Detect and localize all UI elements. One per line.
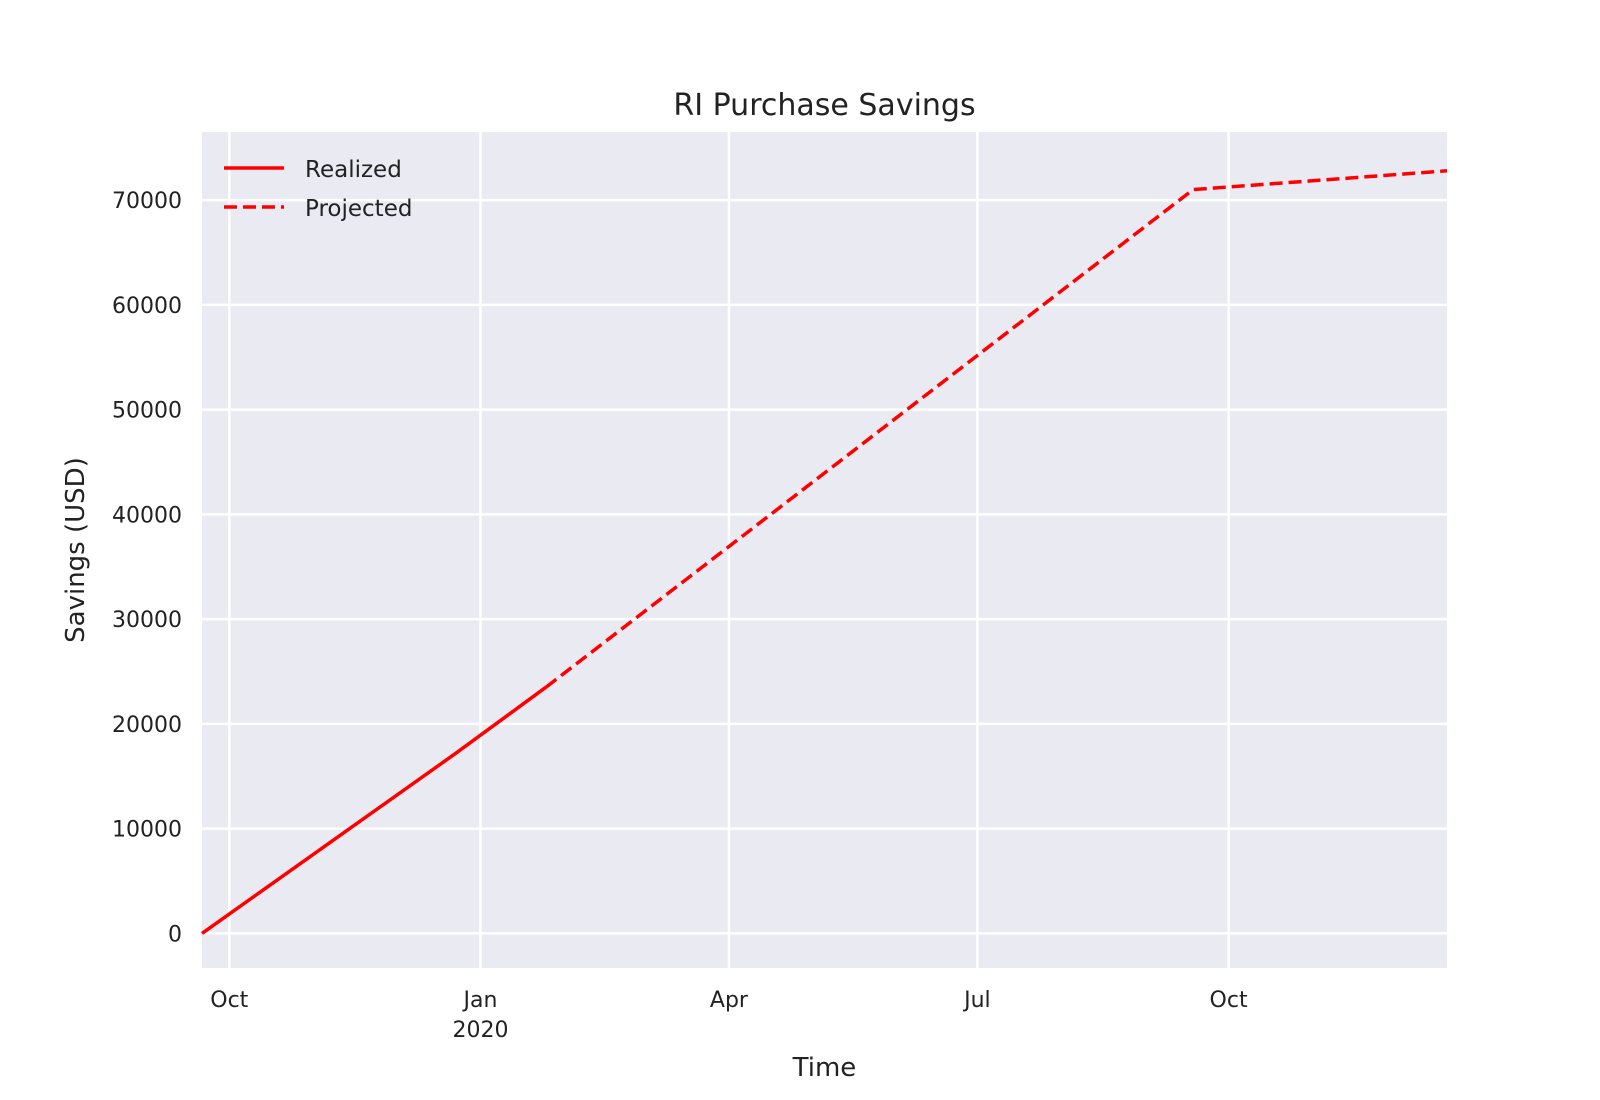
y-axis-label: Savings (USD) [61, 457, 91, 643]
series-layer [200, 169, 1448, 935]
x-tick-label: Jul [962, 988, 991, 1013]
y-tick-label: 30000 [112, 608, 182, 633]
y-tick-label: 70000 [112, 189, 182, 214]
y-tick-label: 50000 [112, 399, 182, 424]
x-tick-label: Apr [710, 988, 749, 1013]
plot-area [202, 132, 1447, 968]
legend-label-realized: Realized [305, 157, 402, 183]
chart-title: RI Purchase Savings [673, 88, 975, 123]
x-tick-label: Jan [462, 988, 498, 1013]
y-tick-label: 10000 [112, 818, 182, 843]
x-tick-label: Oct [210, 988, 248, 1013]
series-line-realized [200, 685, 548, 935]
y-tick-label: 0 [168, 922, 182, 947]
y-tick-label: 60000 [112, 294, 182, 319]
grid [202, 132, 1447, 968]
y-tick-label: 40000 [112, 503, 182, 528]
x-axis-label: Time [792, 1053, 857, 1083]
y-tick-label: 20000 [112, 713, 182, 738]
x-tick-label: Oct [1210, 988, 1248, 1013]
series-line-projected [544, 169, 1448, 689]
x-tick-sublabel: 2020 [452, 1018, 508, 1043]
x-tick-labels: Oct Jan 2020 Apr Jul Oct [210, 988, 1248, 1043]
y-tick-labels: 0 10000 20000 30000 40000 50000 60000 70000 [112, 189, 182, 947]
legend: Realized Projected [224, 157, 412, 222]
legend-label-projected: Projected [305, 196, 412, 222]
